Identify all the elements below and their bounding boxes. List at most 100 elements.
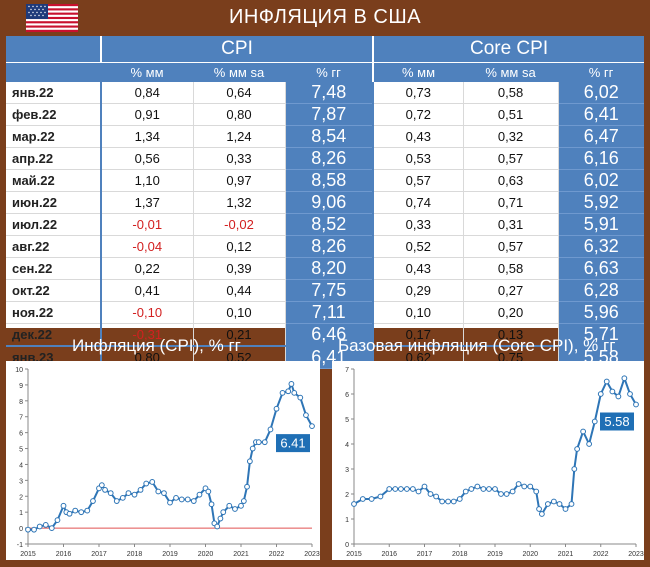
cell-value: 0,58 (463, 257, 559, 280)
y-tick-label: 4 (345, 442, 349, 449)
data-point (421, 483, 428, 490)
cell-value: -0,01 (101, 213, 194, 236)
table-row: фев.22 0,91 0,80 7,87 0,72 0,51 6,41 (6, 103, 645, 126)
data-point (527, 483, 534, 490)
cell-yy: 9,06 (285, 191, 375, 214)
data-point (84, 507, 91, 514)
row-date: окт.22 (6, 279, 102, 302)
data-point (615, 393, 622, 400)
us-flag-icon (26, 4, 78, 32)
data-point (368, 496, 375, 502)
data-point (25, 526, 31, 533)
y-tick-label: 9 (19, 383, 23, 390)
y-tick-label: 1 (19, 510, 23, 517)
data-point (498, 491, 504, 497)
cell-value: 0,10 (193, 301, 286, 324)
cell-value: 0,72 (373, 103, 464, 126)
data-point (98, 482, 105, 489)
cell-yy: 6,47 (558, 125, 645, 148)
table-row: окт.22 0,41 0,44 7,75 0,29 0,27 6,28 (6, 279, 645, 302)
data-point (31, 526, 37, 533)
data-point (603, 378, 610, 385)
data-point (78, 509, 85, 516)
y-tick-label: 3 (19, 478, 23, 485)
cell-value: 0,58 (463, 82, 559, 104)
data-point (137, 487, 144, 493)
x-tick-label: 2019 (162, 551, 178, 558)
cell-value: 0,51 (463, 103, 559, 126)
y-tick-label: 5 (345, 417, 349, 424)
data-point (486, 486, 492, 492)
data-point (244, 483, 250, 490)
cell-value: 1,37 (101, 191, 194, 214)
data-point (538, 511, 545, 517)
row-date: апр.22 (6, 147, 102, 170)
cell-value: 0,31 (463, 213, 559, 236)
data-point (462, 488, 469, 495)
x-tick-label: 2021 (558, 551, 574, 558)
data-point (521, 483, 528, 490)
core-cpi-chart-svg: 0 1 2 3 4 5 6 7 2015 2016 2017 2018 2019 2020 2021 2022… (345, 367, 644, 558)
row-date: июл.22 (6, 213, 102, 236)
y-tick-label: 7 (345, 367, 349, 374)
data-point (397, 486, 404, 492)
data-point (568, 501, 575, 507)
cell-value: 0,33 (193, 147, 286, 170)
cell-yy: 8,26 (285, 235, 375, 258)
data-point (214, 523, 221, 530)
cell-value: 0,73 (373, 82, 464, 104)
data-point (246, 458, 253, 465)
data-point (208, 501, 215, 508)
cell-yy: 8,54 (285, 125, 375, 148)
y-tick-label: 4 (19, 462, 23, 469)
last-value-label: 5.58 (604, 414, 629, 429)
data-point (249, 445, 256, 452)
data-point (42, 522, 49, 528)
table-row: апр.22 0,56 0,33 8,26 0,53 0,57 6,16 (6, 147, 645, 170)
row-date: мар.22 (6, 125, 102, 148)
data-point (48, 525, 55, 531)
y-tick-label: -1 (17, 542, 23, 549)
cell-yy: 6,63 (558, 257, 645, 280)
data-point (143, 480, 150, 487)
core-cpi-chart-title: Базовая инфляция (Core CPI), % гг (338, 336, 616, 355)
data-point (427, 491, 434, 497)
cell-value: 0,80 (193, 103, 286, 126)
data-point (621, 375, 628, 382)
y-tick-label: 2 (345, 492, 349, 499)
cell-value: -0,10 (101, 301, 194, 324)
y-tick-label: 1 (345, 517, 349, 524)
cell-value: 0,39 (193, 257, 286, 280)
cell-yy: 6,02 (558, 169, 645, 192)
cell-value: 0,52 (373, 235, 464, 258)
data-point (456, 496, 463, 502)
subheader-yy: % гг (285, 62, 375, 82)
cell-value: 1,34 (101, 125, 194, 148)
cell-value: -0,02 (193, 213, 286, 236)
x-tick-label: 2016 (381, 551, 397, 558)
x-tick-label: 2022 (593, 551, 609, 558)
data-point (445, 498, 452, 505)
data-point (184, 496, 191, 503)
row-date: сен.22 (6, 257, 102, 280)
data-point (255, 439, 262, 446)
cell-value: 0,63 (463, 169, 559, 192)
data-point (409, 486, 416, 492)
cell-value: 0,22 (101, 257, 194, 280)
x-tick-label: 2018 (452, 551, 468, 558)
data-point (403, 486, 410, 492)
data-point (351, 501, 357, 507)
cell-yy: 6,46 (285, 323, 375, 347)
cell-value: -0,31 (101, 323, 194, 347)
table-row: мар.22 1,34 1,24 8,54 0,43 0,32 6,47 (6, 125, 645, 148)
data-point (386, 486, 393, 492)
data-point (433, 493, 440, 500)
x-tick-label: 2021 (233, 551, 249, 558)
row-date: янв.22 (6, 82, 102, 104)
table-row: июн.22 1,37 1,32 9,06 0,74 0,71 5,92 (6, 191, 645, 214)
data-point (167, 499, 173, 506)
cell-yy: 7,48 (285, 82, 375, 104)
data-point (392, 486, 399, 492)
subheader-mm: % мм (101, 62, 193, 82)
cell-value: 0,41 (101, 279, 194, 302)
